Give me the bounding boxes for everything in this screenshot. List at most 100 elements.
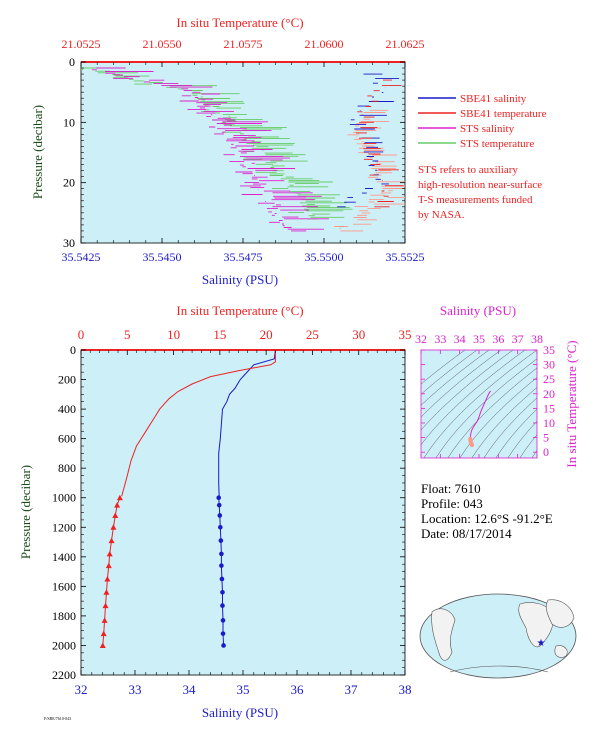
- bottom-chart-title-top: In situ Temperature (°C): [176, 303, 303, 318]
- ts-point: [470, 443, 475, 448]
- salinity-point: [221, 643, 226, 648]
- ts-density-contour: [483, 397, 537, 458]
- top-xtick-label-top: 21.0550: [143, 37, 182, 51]
- bottom-plot-area: [80, 349, 406, 676]
- top-xtick-label-bottom: 35.5425: [62, 250, 101, 264]
- map-land-africa-europe: [518, 602, 554, 648]
- bottom-axis-ticks: 32 33 34 35 36 37 38 0 5 10 15 20 25 30 35 0 200 400 600 80…: [52, 327, 412, 697]
- top-xtick-label-bottom: 35.5525: [386, 250, 425, 264]
- ts-density-contour: [577, 340, 601, 463]
- ts-density-contour: [495, 408, 537, 458]
- sbe41-salinity-trace: [337, 73, 399, 208]
- bottom-xtick-label: 38: [399, 682, 412, 697]
- sts-salinity-trace: [91, 67, 329, 232]
- temperature-point: [116, 494, 123, 501]
- ts-xtick-label: 37: [512, 332, 524, 346]
- bottom-x2tick-label: 35: [399, 327, 412, 342]
- top-xtick-label-top: 21.0625: [386, 37, 425, 51]
- temperature-point: [101, 617, 108, 623]
- sts-note-line: T-S measurements funded: [418, 194, 533, 206]
- ts-density-contour: [421, 350, 466, 385]
- ts-density-contour: [421, 350, 490, 406]
- ts-ytick-label: 15: [543, 401, 555, 415]
- top-xtick-label-bottom: 35.5475: [224, 250, 263, 264]
- top-axis-ticks: 35.5425 35.5450 35.5475 35.5500 35.5525 21.05…: [62, 37, 425, 264]
- ts-ytick-label: 30: [543, 358, 555, 372]
- top-xtick-label-bottom: 35.5500: [305, 250, 344, 264]
- top-chart-title-top: In situ Temperature (°C): [176, 15, 303, 30]
- salinity-point: [219, 576, 225, 582]
- profile-number: Profile: 043: [421, 496, 483, 511]
- top-xtick-label-top: 21.0525: [62, 37, 101, 51]
- date: Date: 08/17/2014: [421, 526, 512, 541]
- bottom-x2tick-label: 25: [306, 327, 319, 342]
- bottom-chart-ylabel: Pressure (decibar): [18, 465, 33, 559]
- salinity-point: [220, 631, 226, 636]
- ts-xtick-label: 32: [415, 332, 427, 346]
- temperature-point: [103, 589, 110, 595]
- bottom-xtick-label: 35: [237, 682, 250, 697]
- bottom-xtick-label: 34: [183, 682, 197, 697]
- sts-note-line: STS refers to auxiliary: [418, 164, 518, 176]
- bottom-ytick-label: 2200: [52, 668, 76, 682]
- ts-xtick-label: 35: [473, 332, 485, 346]
- ts-ytick-label: 20: [543, 387, 555, 401]
- legend-label: SBE41 salinity: [460, 93, 527, 105]
- map-land-asia: [546, 599, 575, 628]
- bottom-ytick-label: 400: [58, 402, 76, 416]
- bottom-x2tick-label: 15: [213, 327, 226, 342]
- bottom-chart: In situ Temperature (°C) 32 33 34 35 36 37 38 0…: [18, 303, 412, 720]
- footer-code: F/SBE/7610-043: [44, 716, 71, 721]
- temperature-point: [108, 537, 115, 544]
- temperature-point: [104, 575, 111, 582]
- ts-plot-area: [420, 349, 538, 459]
- top-ytick-label: 10: [63, 115, 75, 129]
- bottom-ytick-label: 1200: [52, 520, 76, 534]
- top-xtick-label-bottom: 35.5450: [143, 250, 182, 264]
- temperature-point: [112, 512, 119, 518]
- temperature-point: [110, 524, 117, 530]
- ts-xtick-label: 33: [434, 332, 446, 346]
- salinity-point: [219, 551, 224, 557]
- bottom-ytick-label: 0: [70, 343, 76, 357]
- bottom-x2tick-label: 0: [78, 327, 85, 342]
- ts-density-contour: [507, 420, 537, 458]
- bottom-x2tick-label: 10: [167, 327, 180, 342]
- top-chart: In situ Temperature (°C) 35.5425 35.5450 3…: [30, 15, 547, 287]
- bottom-chart-title-bottom: Salinity (PSU): [202, 705, 278, 720]
- float-location-marker: ★: [537, 638, 546, 649]
- bottom-ytick-label: 2000: [52, 638, 76, 652]
- float-id: Float: 7610: [421, 481, 481, 496]
- temperature-point: [100, 630, 107, 637]
- bottom-ytick-label: 1400: [52, 550, 76, 564]
- top-chart-ylabel: Pressure (decibar): [30, 105, 45, 199]
- legend-label: SBE41 temperature: [460, 108, 547, 120]
- bottom-x2tick-label: 20: [260, 327, 273, 342]
- salinity-point: [220, 618, 226, 623]
- ts-xtick-label: 34: [454, 332, 466, 346]
- ts-xtick-label: 36: [492, 332, 504, 346]
- bottom-xtick-label: 36: [291, 682, 305, 697]
- salinity-point: [216, 495, 221, 501]
- top-chart-title-bottom: Salinity (PSU): [202, 272, 278, 287]
- ts-density-contour: [447, 367, 537, 458]
- top-ytick-label: 0: [69, 55, 75, 69]
- top-ytick-label: 20: [63, 176, 75, 190]
- ts-ytick-label: 25: [543, 372, 555, 386]
- bottom-ytick-label: 1800: [52, 609, 76, 623]
- ts-ytick-label: 0: [543, 445, 549, 459]
- salinity-point: [217, 513, 223, 518]
- sts-note-line: high-resolution near-surface: [418, 179, 542, 191]
- ts-density-contour: [435, 358, 537, 458]
- ts-chart-title: Salinity (PSU): [440, 303, 516, 318]
- bottom-x2tick-label: 5: [124, 327, 131, 342]
- salinity-point: [218, 538, 224, 543]
- temperature-point: [99, 642, 106, 648]
- ts-density-contour: [421, 350, 502, 418]
- bottom-xtick-label: 33: [129, 682, 142, 697]
- ts-density-contour: [421, 350, 478, 395]
- ts-density-contours: [421, 340, 601, 463]
- float-info: Float: 7610 Profile: 043 Location: 12.6°…: [421, 481, 553, 541]
- ts-chart-ylabel: In situ Temperature (°C): [564, 340, 579, 467]
- ts-ytick-label: 5: [543, 431, 549, 445]
